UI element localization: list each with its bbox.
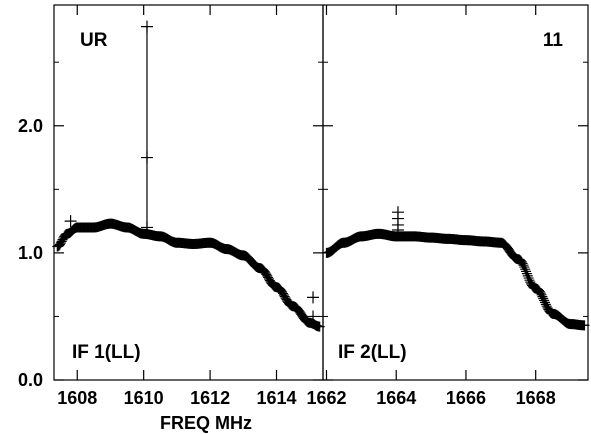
x-tick-label: 1612	[190, 388, 230, 408]
data-point	[515, 255, 526, 266]
outlier-point	[307, 291, 320, 304]
data-point	[523, 273, 534, 284]
data-point	[521, 266, 532, 277]
y-tick-label: 1.0	[18, 243, 43, 263]
x-tick-label: 1662	[306, 388, 346, 408]
outlier-point	[391, 224, 404, 236]
data-point	[296, 309, 307, 320]
x-tick-label: 1666	[446, 388, 486, 408]
data-point	[54, 240, 65, 251]
data-point	[276, 285, 287, 296]
outlier-point	[64, 215, 77, 228]
panel-if2-label: IF 2(LL)	[338, 342, 407, 363]
panel-if1-ticks: 1608 1610 1612 1614 0.0 1.0 2.0	[18, 5, 323, 408]
y-tick-label: 0.0	[18, 370, 43, 390]
data-point	[522, 270, 533, 281]
panel-if2-marks	[321, 206, 590, 331]
x-tick-label: 1608	[57, 388, 97, 408]
panel-if1-label: IF 1(LL)	[72, 342, 141, 363]
y-tick-label: 2.0	[18, 116, 43, 136]
data-point	[533, 285, 544, 296]
panel-if1-marks	[52, 20, 325, 332]
data-point	[294, 306, 305, 317]
data-point	[295, 308, 306, 319]
panel-if2-frame	[322, 4, 589, 381]
outlier-point	[307, 310, 320, 323]
panel-if1-corner-label: UR	[80, 30, 108, 51]
panel-if2-ticks: 1662 1664 1666 1668	[306, 5, 588, 408]
panel-if1-frame	[53, 4, 324, 381]
data-point	[519, 262, 530, 273]
data-point	[521, 268, 532, 279]
panel-if1: 1608 1610 1612 1614 0.0 1.0 2.0 UR IF 1(LL)	[18, 4, 325, 408]
panel-if2: 1662 1664 1666 1668 11 IF 2(LL)	[306, 4, 590, 408]
x-tick-label: 1610	[124, 388, 164, 408]
data-point	[259, 266, 270, 277]
x-tick-label: 1664	[376, 388, 416, 408]
x-axis-title: FREQ MHz	[160, 413, 252, 433]
data-point	[518, 260, 529, 271]
data-point	[520, 264, 531, 275]
panel-if2-corner-label: 11	[543, 30, 564, 51]
x-tick-label: 1668	[516, 388, 556, 408]
x-tick-label: 1614	[256, 388, 296, 408]
